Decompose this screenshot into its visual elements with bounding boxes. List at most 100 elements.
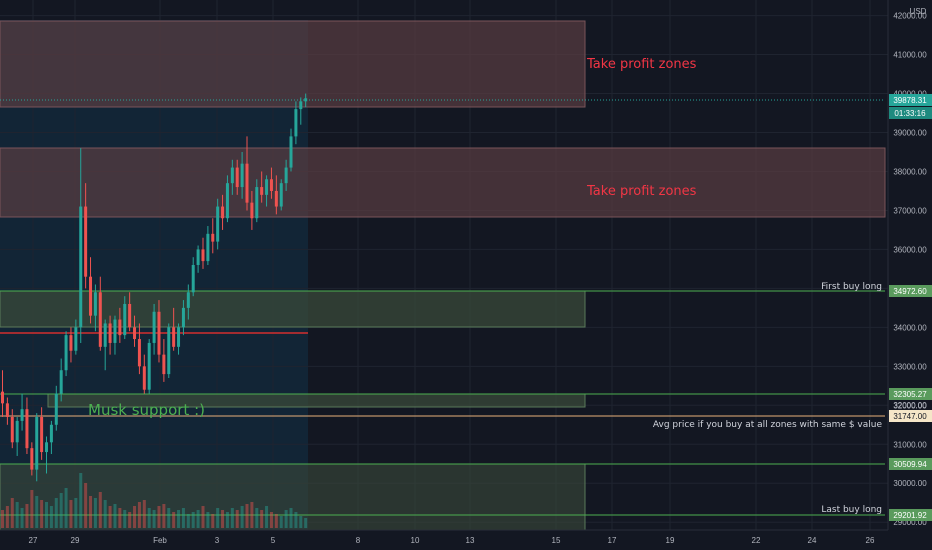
first-buy-tag bbox=[889, 285, 932, 297]
avg-price-tag bbox=[889, 410, 932, 422]
take-profit-zone-upper[interactable] bbox=[0, 20, 586, 108]
volume-bar bbox=[289, 508, 293, 528]
volume-bar bbox=[186, 514, 190, 528]
volume-bar bbox=[284, 510, 288, 528]
volume-bar bbox=[98, 492, 102, 528]
price-tick-label: 39000.00 bbox=[893, 129, 927, 138]
volume-bar bbox=[20, 508, 24, 528]
volume-bar bbox=[137, 502, 141, 528]
candle-body bbox=[113, 319, 117, 343]
price-tick-label: 41000.00 bbox=[893, 51, 927, 60]
time-axis-ticks: 27 29 Feb 3 5 8 10 13 15 17 19 22 24 26 bbox=[29, 536, 875, 545]
last-buy-tag bbox=[889, 509, 932, 521]
volume-bar bbox=[279, 516, 283, 528]
musk-support-label: Musk support :) bbox=[88, 401, 205, 419]
volume-bar bbox=[181, 508, 185, 528]
candle-body bbox=[54, 393, 58, 425]
candle-body bbox=[10, 416, 14, 443]
volume-bar bbox=[230, 508, 234, 528]
take-profit-zone-lower[interactable] bbox=[0, 147, 886, 218]
time-tick-label: Feb bbox=[153, 536, 167, 545]
candle-body bbox=[25, 409, 29, 449]
candle-body bbox=[186, 292, 190, 308]
candle-body bbox=[299, 101, 303, 110]
price-tick-label: 38000.00 bbox=[893, 167, 927, 176]
candle-body bbox=[216, 206, 220, 242]
volume-bar bbox=[128, 512, 132, 528]
volume-bar bbox=[225, 512, 229, 528]
candle-body bbox=[30, 448, 34, 470]
candle-body bbox=[79, 206, 83, 328]
volume-bar bbox=[216, 508, 220, 528]
volume-bar bbox=[35, 496, 39, 528]
volume-bar bbox=[25, 504, 29, 528]
extra-tick-value: 32000.00 bbox=[893, 401, 927, 410]
currency-label: USD bbox=[910, 7, 927, 16]
current-price-tag bbox=[889, 94, 932, 106]
candle-body bbox=[177, 327, 181, 347]
volume-bar bbox=[84, 483, 88, 528]
candle-body bbox=[84, 206, 88, 277]
time-tick-label: 13 bbox=[466, 536, 475, 545]
candle-body bbox=[49, 424, 53, 443]
volume-bar bbox=[274, 514, 278, 528]
volume-bar bbox=[45, 502, 49, 528]
candle-body bbox=[172, 327, 176, 347]
candle-body bbox=[279, 183, 283, 207]
first-buy-value: 34972.60 bbox=[893, 287, 927, 296]
time-tick-label: 8 bbox=[356, 536, 361, 545]
volume-bar bbox=[196, 510, 200, 528]
time-tick-label: 26 bbox=[866, 536, 875, 545]
price-tick-label: 33000.00 bbox=[893, 362, 927, 371]
candle-body bbox=[20, 409, 24, 421]
time-tick-label: 29 bbox=[71, 536, 80, 545]
candle-body bbox=[59, 370, 63, 394]
candle-body bbox=[167, 327, 171, 375]
price-tick-label: 37000.00 bbox=[893, 206, 927, 215]
mid-level-tag bbox=[889, 458, 932, 470]
volume-bar bbox=[10, 498, 14, 528]
avg-price-value: 31747.00 bbox=[893, 412, 927, 421]
volume-bar bbox=[157, 506, 161, 528]
level-lines bbox=[0, 99, 885, 516]
candle-body bbox=[133, 327, 137, 340]
price-tick-label: 34000.00 bbox=[893, 323, 927, 332]
volume-bar bbox=[89, 496, 93, 528]
candle-body bbox=[98, 292, 102, 347]
price-tick-label: 31000.00 bbox=[893, 440, 927, 449]
volume-bar bbox=[118, 508, 122, 528]
volume-bar bbox=[240, 506, 244, 528]
candle-body bbox=[181, 307, 185, 328]
price-axis-panel[interactable] bbox=[888, 0, 932, 530]
volume-bar bbox=[123, 510, 127, 528]
volume-bar bbox=[142, 500, 146, 528]
countdown-value: 01:33:16 bbox=[894, 109, 926, 118]
volume-bar bbox=[5, 506, 9, 528]
volume-bar bbox=[172, 512, 176, 528]
volume-bar bbox=[250, 502, 254, 528]
candle-body bbox=[274, 190, 278, 207]
time-axis-panel[interactable] bbox=[0, 530, 932, 550]
candle-body bbox=[221, 206, 225, 219]
volume-bar bbox=[133, 506, 137, 528]
candle-body bbox=[45, 442, 49, 453]
candle-body bbox=[64, 335, 68, 371]
time-tick-label: 5 bbox=[271, 536, 276, 545]
volume-bar bbox=[147, 508, 151, 528]
first-buy-zone[interactable] bbox=[0, 290, 586, 328]
price-tick-label: 30000.00 bbox=[893, 479, 927, 488]
candle-body bbox=[235, 167, 239, 188]
musk-level-value: 32305.27 bbox=[893, 390, 927, 399]
volume-bar bbox=[152, 510, 156, 528]
candle-body bbox=[89, 276, 93, 316]
current-price-value: 39878.31 bbox=[893, 96, 927, 105]
volume-bar bbox=[59, 493, 63, 528]
last-buy-zone[interactable] bbox=[0, 463, 586, 531]
countdown-tag bbox=[889, 107, 932, 119]
candle-body bbox=[240, 163, 244, 188]
volume-bar bbox=[108, 506, 112, 528]
candle-body bbox=[284, 167, 288, 184]
candle-body bbox=[191, 265, 195, 293]
candle-body bbox=[269, 179, 273, 191]
